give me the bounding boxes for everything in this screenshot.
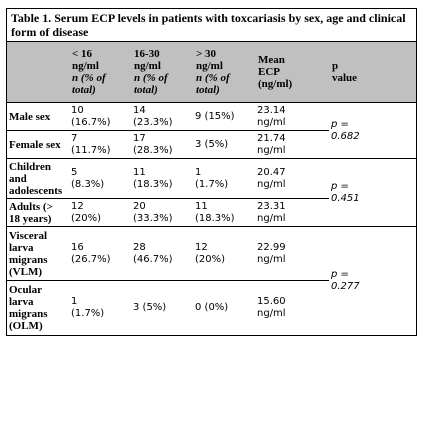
- p-value-age: p = 0.451: [329, 158, 416, 227]
- p-value-form: p = 0.277: [329, 226, 416, 335]
- header-lt16: < 16 ng/ml n (% of total): [69, 42, 131, 103]
- header-row: < 16 ng/ml n (% of total) 16-30 ng/ml n …: [7, 42, 416, 103]
- cell-value: 3 (5%): [195, 138, 229, 150]
- row-vlm: Visceral larva migrans (VLM) 16 (26.7%) …: [7, 226, 416, 335]
- row-label: Male sex: [7, 102, 69, 131]
- row-children: Children and adolescents 5 (8.3%) 11 (18…: [7, 158, 416, 227]
- header-16-30: 16-30 ng/ml n (% of total): [131, 42, 193, 103]
- table-caption: Table 1. Serum ECP levels in patients wi…: [7, 9, 416, 42]
- row-female: Female sex 7 (11.7%) 17 (28.3%) 3 (5%) 2…: [7, 131, 416, 159]
- cell-value: 0 (0%): [195, 301, 229, 313]
- p-value-sex: p = 0.682: [331, 118, 360, 142]
- cell-value: 9 (15%): [193, 102, 255, 131]
- row-olm: Ocular larva migrans (OLM) 1 (1.7%) 3 (5…: [7, 281, 416, 335]
- header-p: p value: [329, 42, 416, 103]
- header-gt30: > 30 ng/ml n (% of total): [193, 42, 255, 103]
- row-adults: Adults (> 18 years) 12 (20%) 20 (33.3%) …: [9, 200, 286, 225]
- header-mean: Mean ECP (ng/ml): [255, 42, 329, 103]
- row-label: Ocular larva migrans (OLM): [9, 283, 48, 332]
- row-label: Visceral larva migrans (VLM): [7, 226, 69, 281]
- header-empty: [7, 42, 69, 103]
- row-male: Male sex 10 (16.7%) 14 (23.3%) 9 (15%) 2…: [7, 102, 416, 142]
- row-label: Female sex: [9, 138, 61, 151]
- row-label: Children and adolescents: [7, 158, 69, 199]
- data-table: < 16 ng/ml n (% of total) 16-30 ng/ml n …: [7, 42, 416, 335]
- cell-value: 3 (5%): [133, 301, 167, 313]
- ecp-table: Table 1. Serum ECP levels in patients wi…: [6, 8, 417, 336]
- row-label: Adults (> 18 years): [9, 200, 53, 225]
